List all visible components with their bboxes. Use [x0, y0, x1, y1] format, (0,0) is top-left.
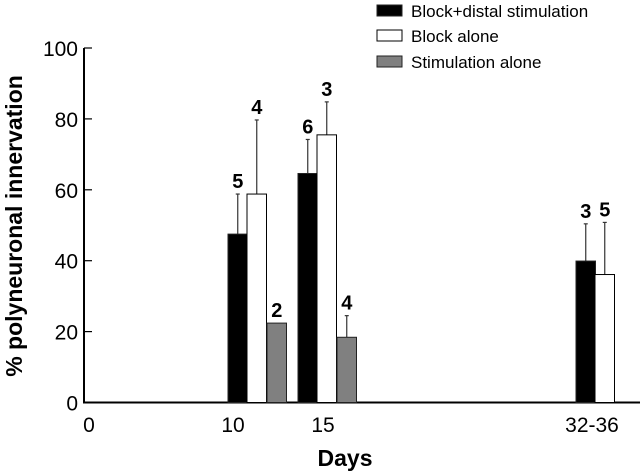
n-label: 6: [302, 116, 313, 138]
x-axis-title: Days: [318, 445, 373, 471]
n-label: 5: [232, 171, 243, 193]
n-label: 5: [599, 199, 610, 221]
y-tick-label: 80: [55, 109, 78, 132]
bar: [575, 260, 596, 403]
bar: [336, 336, 357, 403]
legend-swatch: [376, 55, 403, 68]
n-label: 2: [271, 300, 282, 322]
n-label: 3: [321, 79, 332, 101]
legend-label: Block alone: [411, 27, 499, 46]
y-tick-label: 60: [55, 180, 78, 203]
legend-swatch: [376, 4, 403, 17]
bar: [246, 193, 267, 403]
bar: [266, 322, 287, 404]
bar: [316, 134, 337, 403]
y-axis-title: % polyneuronal innervation: [1, 75, 27, 377]
bar: [297, 172, 318, 403]
legend-swatch: [376, 29, 403, 42]
n-label: 4: [341, 293, 353, 315]
x-tick-label: 0: [83, 414, 95, 437]
x-tick-label: 10: [221, 414, 244, 437]
y-tick-label: 20: [55, 322, 78, 345]
x-tick-label: 15: [311, 414, 334, 437]
y-tick-label: 40: [55, 251, 78, 274]
bar: [227, 233, 248, 403]
legend-label: Block+distal stimulation: [411, 2, 588, 21]
legend-label: Stimulation alone: [411, 53, 541, 72]
y-tick-label: 100: [43, 38, 78, 61]
bar: [594, 274, 615, 404]
n-label: 3: [580, 201, 591, 223]
y-tick-label: 0: [66, 393, 78, 416]
n-label: 4: [251, 97, 263, 119]
x-tick-label: 32-36: [565, 414, 619, 437]
